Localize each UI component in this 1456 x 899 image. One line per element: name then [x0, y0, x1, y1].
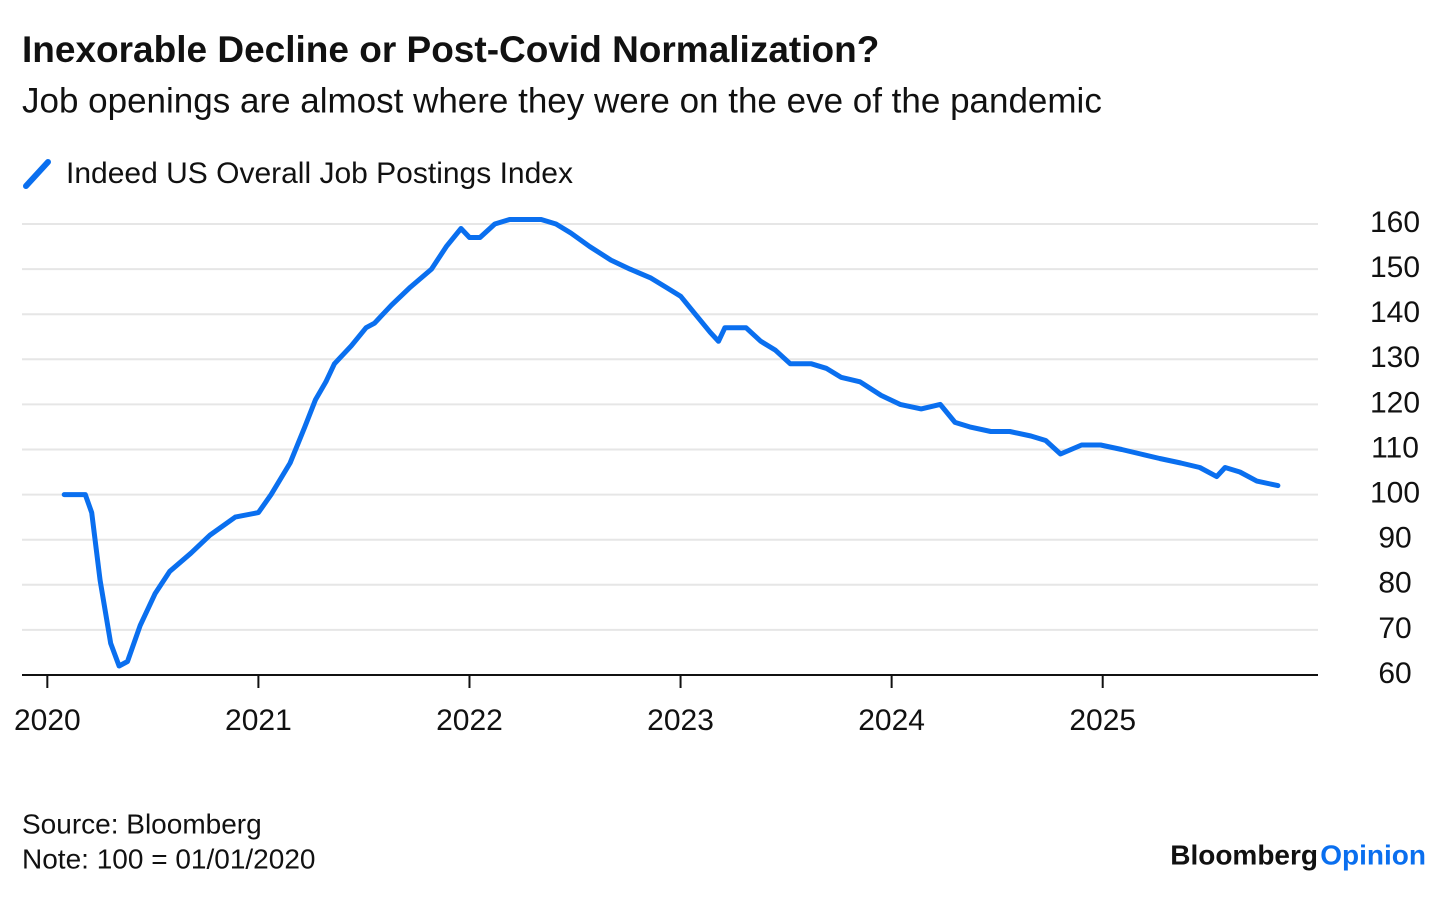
y-tick-label: 110	[1371, 431, 1419, 464]
y-tick-label: 90	[1378, 522, 1411, 555]
chart-subtitle: Job openings are almost where they were …	[22, 81, 1102, 120]
x-tick-label: 2025	[1069, 704, 1136, 737]
x-tick-label: 2021	[225, 704, 292, 737]
y-tick-label: 150	[1370, 251, 1420, 284]
y-tick-label: 60	[1378, 657, 1411, 690]
y-tick-label: 70	[1378, 612, 1411, 645]
x-tick-label: 2024	[858, 704, 925, 737]
x-tick-label: 2020	[14, 704, 81, 737]
y-tick-label: 160	[1370, 206, 1420, 239]
x-tick-label: 2023	[647, 704, 714, 737]
y-tick-label: 120	[1370, 386, 1420, 419]
y-tick-label: 140	[1370, 296, 1420, 329]
chart-title: Inexorable Decline or Post-Covid Normali…	[22, 29, 879, 70]
y-tick-label: 100	[1370, 477, 1420, 510]
brand-suffix: Opinion	[1320, 839, 1426, 870]
x-tick-label: 2022	[436, 704, 503, 737]
data-line	[61, 217, 1281, 669]
y-tick-label: 80	[1378, 567, 1411, 600]
source: Source: Bloomberg	[22, 808, 262, 839]
brand: Bloomberg	[1170, 839, 1318, 870]
legend-label: Indeed US Overall Job Postings Index	[66, 157, 573, 190]
note: Note: 100 = 01/01/2020	[22, 843, 315, 874]
y-tick-label: 130	[1370, 341, 1420, 374]
legend-swatch	[23, 159, 51, 189]
